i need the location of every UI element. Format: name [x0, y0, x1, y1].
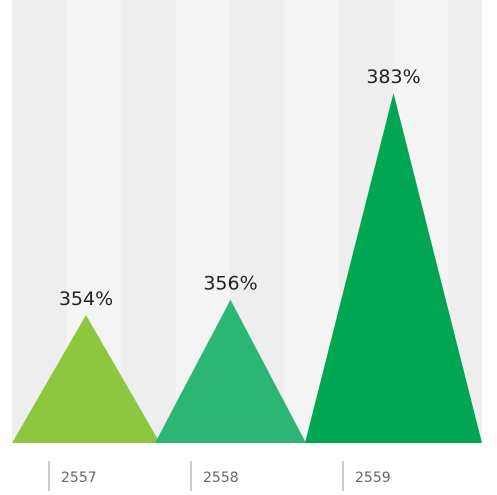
tick-label-2558: 2558 [203, 470, 239, 486]
value-label-2559: 383% [366, 66, 420, 88]
value-label-2557: 354% [59, 288, 113, 310]
background-band [121, 0, 176, 443]
value-label-2558: 356% [203, 273, 257, 295]
tick-label-2557: 2557 [61, 470, 97, 486]
x-axis-ticks: 2557 2558 2559 [49, 461, 391, 491]
tick-label-2559: 2559 [355, 470, 391, 486]
